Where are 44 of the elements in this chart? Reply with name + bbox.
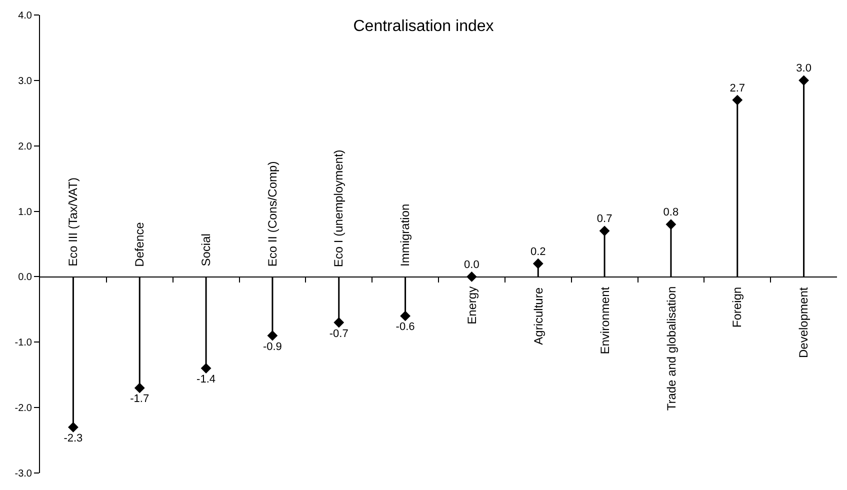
y-tick-label: 0.0 <box>18 272 32 284</box>
data-label: -1.7 <box>130 393 150 406</box>
y-tick-label: -1.0 <box>14 338 32 349</box>
point <box>400 310 410 322</box>
point <box>532 258 544 269</box>
y-tick-label: -3.0 <box>14 468 32 480</box>
data-label: -2.3 <box>64 432 83 444</box>
y-tick-label: -2.0 <box>14 403 32 414</box>
y-tick-label: 2.0 <box>18 141 32 152</box>
data-label: 0.8 <box>663 206 679 219</box>
x-tick-label: Immigration <box>398 204 412 266</box>
point <box>599 226 610 236</box>
point <box>666 219 676 230</box>
x-tick-label: Eco I (unemployment) <box>332 150 346 268</box>
data-label: -0.7 <box>329 328 348 340</box>
x-tick-label: Agriculture <box>531 287 546 345</box>
y-tick-label: 4.0 <box>18 10 32 22</box>
chart-title: Centralisation index <box>353 18 494 35</box>
x-tick-label: Trade and globalisation <box>664 286 678 411</box>
data-label: 0.0 <box>464 258 480 271</box>
x-tick-label: Energy <box>465 286 479 324</box>
x-tick-label: Eco III (Tax/VAT) <box>66 178 80 266</box>
x-tick-label: Development <box>796 286 811 358</box>
point <box>267 330 278 341</box>
y-tick-label: 3.0 <box>18 76 32 87</box>
point <box>732 94 743 106</box>
data-label: 2.7 <box>730 82 746 94</box>
data-label: 0.2 <box>530 246 546 258</box>
y-tick-label: 1.0 <box>18 206 32 218</box>
data-label: 3.0 <box>796 62 812 75</box>
point <box>798 75 809 86</box>
point <box>334 317 344 328</box>
data-label: -1.4 <box>196 374 216 386</box>
x-tick-label: Eco II (Cons/Comp) <box>265 161 280 267</box>
data-label: -0.9 <box>262 340 282 353</box>
x-tick-label: Environment <box>598 286 612 354</box>
point <box>200 363 212 374</box>
x-tick-label: Foreign <box>730 286 744 328</box>
data-label: 0.7 <box>596 213 612 226</box>
x-tick-label: Defence <box>132 222 146 267</box>
point <box>134 382 145 394</box>
x-tick-label: Social <box>198 234 213 266</box>
point <box>68 422 78 432</box>
data-label: -0.6 <box>396 321 415 334</box>
